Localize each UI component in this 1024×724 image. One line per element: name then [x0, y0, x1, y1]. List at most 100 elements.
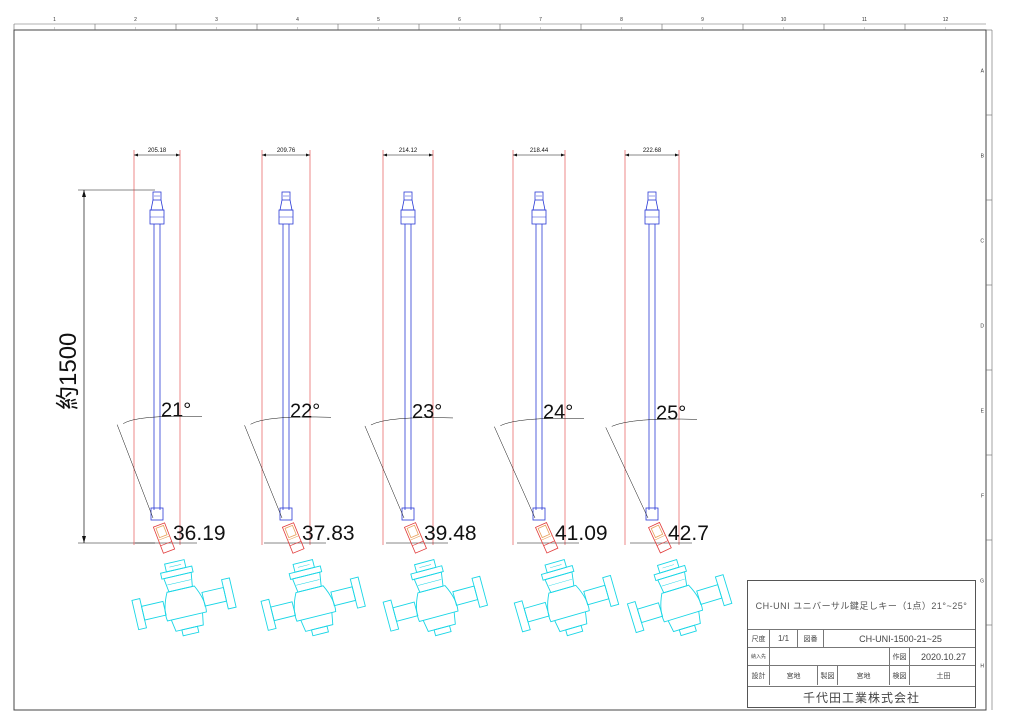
- ruler-label-top: 9: [701, 17, 704, 23]
- key-units: 205.18 21° 36.19 209.76 22° 37.83 214.12 23° 39.…: [116, 148, 733, 637]
- valve-flange-left: [131, 598, 148, 631]
- ruler-label-top: 4: [296, 17, 299, 23]
- ruler-label-top: 6: [458, 17, 461, 23]
- valve-pipe-left: [140, 600, 167, 621]
- valve-stem-line: [419, 564, 432, 568]
- valve-body: [293, 585, 337, 622]
- width-arrow-left: [513, 153, 517, 157]
- angled-fitting: [534, 522, 559, 554]
- tb-row-delivery: 納入先 作図 2020.10.27: [748, 647, 975, 665]
- key-unit: 205.18 21° 36.19: [116, 148, 237, 637]
- angle-reference-line: [116, 424, 154, 519]
- angle-label: 21°: [161, 400, 191, 422]
- angle-reference-line: [244, 425, 283, 519]
- fitting-band: [160, 541, 172, 547]
- angle-arc: [611, 418, 698, 427]
- fitting-band: [289, 541, 302, 547]
- shaft-coupling: [150, 507, 164, 521]
- fitting-body: [534, 522, 559, 554]
- gate-valve: [513, 559, 620, 637]
- fitting-sleeve: [650, 524, 664, 539]
- ruler-label-top: 12: [943, 17, 949, 23]
- fitting-sleeve: [284, 524, 297, 539]
- ruler-label-top: 8: [620, 17, 623, 23]
- width-arrow-right: [176, 153, 180, 157]
- offset-label: 37.83: [302, 522, 355, 545]
- valve-stem-line: [297, 564, 310, 568]
- key-collar: [279, 199, 293, 211]
- key-unit: 209.76 22° 37.83: [244, 148, 366, 637]
- ruler-label-right: E: [981, 409, 985, 415]
- valve-stem-line: [549, 564, 562, 569]
- valve-stem-line: [169, 564, 182, 568]
- gate-valve: [131, 559, 237, 637]
- angle-arc: [123, 416, 203, 424]
- shaft-coupling: [279, 507, 293, 521]
- fitting-sleeve: [406, 524, 419, 539]
- width-arrow-right: [675, 153, 679, 157]
- valve-body: [415, 585, 459, 622]
- valve-pipe-right: [583, 584, 610, 606]
- check-label: 検図: [890, 666, 910, 685]
- title-block: CH-UNI ユニバーサル鍵足しキー（1点）21°~25° 尺度 1/1 図番 …: [747, 580, 976, 708]
- valve-pipe-left: [523, 601, 550, 623]
- valve-pipe-right: [201, 586, 228, 607]
- valve-pipe-left: [392, 601, 419, 622]
- delivery-value: [770, 648, 890, 665]
- valve-bonnet-line: [417, 579, 442, 586]
- design-label: 設計: [748, 666, 770, 685]
- drawing-title: CH-UNI ユニバーサル鍵足しキー（1点）21°~25°: [755, 600, 968, 611]
- gate-valve: [260, 559, 366, 637]
- valve-body: [660, 584, 704, 623]
- angle-reference-line: [605, 427, 649, 519]
- offset-label: 39.48: [424, 522, 477, 545]
- valve-bonnet-line: [548, 578, 573, 587]
- angle-label: 22°: [290, 400, 320, 422]
- fitting-sleeve: [537, 524, 551, 539]
- made-label: 製図: [818, 666, 838, 685]
- drawing-no-label: 図番: [798, 630, 824, 647]
- offset-label: 36.19: [173, 522, 226, 545]
- angle-label: 25°: [656, 402, 686, 424]
- key-unit: 214.12 23° 39.48: [364, 148, 489, 637]
- drawing-no: CH-UNI-1500-21~25: [859, 633, 942, 644]
- valve-flange-right: [602, 574, 620, 608]
- fitting-band: [654, 534, 666, 541]
- made-value: 宮地: [838, 666, 890, 685]
- valve-body: [164, 585, 207, 622]
- key-cap: [647, 191, 657, 201]
- angled-fitting: [648, 521, 672, 554]
- width-arrow-left: [383, 153, 387, 157]
- ruler-label-top: 1: [53, 17, 56, 23]
- key-cap: [403, 191, 413, 201]
- angled-fitting: [152, 522, 176, 554]
- valve-body: [547, 584, 590, 623]
- key-cap: [534, 191, 544, 201]
- offset-label: 42.7: [668, 522, 709, 545]
- scale-value: 1/1: [770, 630, 798, 647]
- valve-drain: [433, 625, 452, 637]
- angled-fitting: [281, 522, 305, 554]
- fitting-band: [409, 535, 422, 541]
- valve-flange-left: [382, 599, 400, 632]
- valve-pipe-left: [636, 602, 664, 624]
- valve-flange-right: [471, 575, 489, 608]
- overall-dimension: 約1500: [55, 189, 155, 544]
- check-value: 土田: [936, 672, 951, 680]
- valve-flange-left: [513, 600, 531, 633]
- ruler-label-right: C: [980, 239, 984, 245]
- valve-flange-left: [260, 598, 277, 631]
- valve-bonnet-line: [296, 579, 320, 586]
- angle-arc: [250, 416, 332, 425]
- ruler-label-right: D: [980, 324, 984, 330]
- key-collar: [532, 199, 546, 211]
- shaft-coupling: [401, 507, 415, 521]
- design-value: 宮地: [770, 666, 818, 685]
- date-value: 2020.10.27: [920, 651, 967, 662]
- valve-drain: [565, 624, 584, 637]
- ruler-label-top: 11: [862, 17, 867, 23]
- tb-row-scale: 尺度 1/1 図番 CH-UNI-1500-21~25: [748, 629, 975, 647]
- valve-drain: [678, 624, 697, 637]
- valve-drain: [310, 625, 329, 637]
